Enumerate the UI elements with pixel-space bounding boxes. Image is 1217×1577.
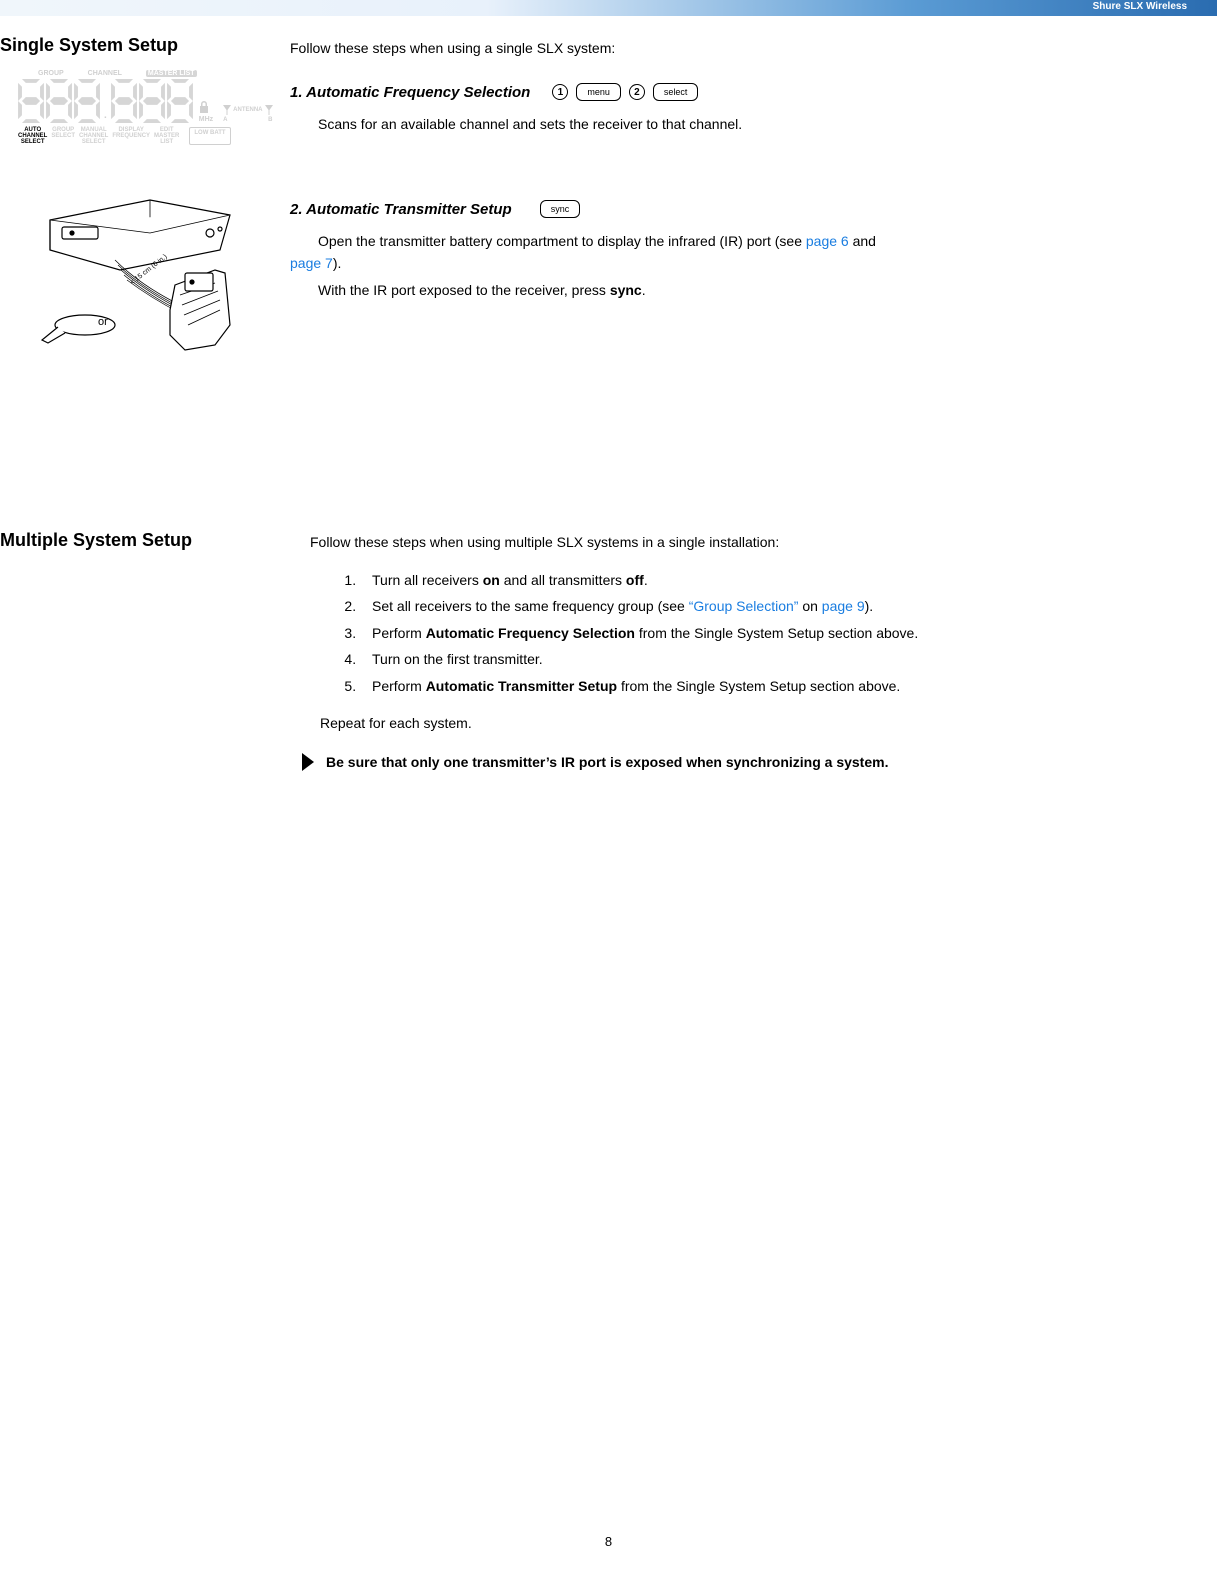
lcd-display-illustration: GROUP CHANNEL MASTER LIST . MHz ANTENNA — [18, 70, 268, 155]
li5-b: Automatic Transmitter Setup — [426, 678, 617, 694]
header-bar: Shure SLX Wireless — [0, 0, 1217, 16]
step1-body: Scans for an available channel and sets … — [318, 113, 1177, 135]
li1-b: on — [483, 572, 500, 588]
lcd-antenna-label: ANTENNA — [233, 107, 262, 113]
steps-list: Turn all receivers on and all transmitte… — [360, 569, 1177, 697]
list-item: Set all receivers to the same frequency … — [360, 595, 1177, 617]
step2-title: 2. Automatic Transmitter Setup — [290, 201, 512, 218]
li5-a: Perform — [372, 678, 426, 694]
link-page7[interactable]: page 7 — [290, 255, 333, 271]
step2-text-3: ). — [333, 255, 342, 271]
step2b-text-1: With the IR port exposed to the receiver… — [318, 282, 610, 298]
step1-circle-2: 2 — [629, 84, 645, 100]
li3-a: Perform — [372, 625, 426, 641]
link-group-selection[interactable]: “Group Selection” — [689, 598, 799, 614]
note-text: Be sure that only one transmitter’s IR p… — [326, 753, 888, 770]
sync-button-icon: sync — [540, 200, 581, 218]
lcd-group-select: GROUP SELECT — [51, 127, 75, 145]
section-single-heading: Single System Setup — [0, 35, 178, 56]
step2-text-2: and — [849, 233, 876, 249]
seven-segment-icon — [46, 79, 72, 123]
list-item: Turn on the first transmitter. — [360, 648, 1177, 670]
li2-a: Set all receivers to the same frequency … — [372, 598, 689, 614]
section2-intro: Follow these steps when using multiple S… — [310, 532, 1177, 553]
lcd-auto-channel-select: AUTO CHANNEL SELECT — [18, 127, 47, 145]
step2-body-line2: page 7). — [290, 252, 1177, 274]
seven-segment-icon — [139, 79, 165, 123]
link-page9[interactable]: page 9 — [822, 598, 865, 614]
li2-c: ). — [865, 598, 874, 614]
repeat-text: Repeat for each system. — [320, 715, 1177, 731]
lcd-edit-master: EDIT MASTER LIST — [154, 127, 179, 145]
step2-body2: With the IR port exposed to the receiver… — [318, 279, 1177, 301]
list-item: Perform Automatic Transmitter Setup from… — [360, 675, 1177, 697]
step2-body: Open the transmitter battery compartment… — [318, 230, 1177, 252]
note-row: Be sure that only one transmitter’s IR p… — [300, 753, 1177, 771]
header-title: Shure SLX Wireless — [1093, 1, 1187, 12]
seven-segment-icon — [111, 79, 137, 123]
menu-button-icon: menu — [576, 83, 621, 101]
step1-title: 1. Automatic Frequency Selection — [290, 84, 530, 101]
seven-segment-icon — [18, 79, 44, 123]
step2-text-1: Open the transmitter battery compartment… — [318, 233, 806, 249]
select-button-icon: select — [653, 83, 699, 101]
list-item: Turn all receivers on and all transmitte… — [360, 569, 1177, 591]
lcd-label-group: GROUP — [38, 70, 64, 77]
step1-heading: 1. Automatic Frequency Selection 1 menu … — [290, 83, 698, 101]
link-page6[interactable]: page 6 — [806, 233, 849, 249]
sync-illustration: < 15 cm (6 in.) or — [20, 195, 260, 355]
li1-d: off — [626, 572, 644, 588]
antenna-icon — [223, 105, 231, 115]
step1-circle-1: 1 — [552, 84, 568, 100]
li3-b: Automatic Frequency Selection — [426, 625, 635, 641]
step2b-text-2: . — [642, 282, 646, 298]
arrow-right-icon — [300, 753, 316, 771]
page-number: 8 — [0, 1534, 1217, 1549]
step2b-bold: sync — [610, 282, 642, 298]
lcd-label-channel: CHANNEL — [88, 70, 122, 77]
lcd-antenna-b: B — [268, 117, 272, 123]
seven-segment-icon — [74, 79, 100, 123]
section1-intro: Follow these steps when using a single S… — [290, 38, 1177, 59]
list-item: Perform Automatic Frequency Selection fr… — [360, 622, 1177, 644]
li3-c: from the Single System Setup section abo… — [635, 625, 918, 641]
li2-b: on — [798, 598, 821, 614]
lcd-manual-channel: MANUAL CHANNEL SELECT — [79, 127, 108, 145]
lcd-antenna-a: A — [223, 117, 227, 123]
lcd-low-batt: LOW BATT — [189, 127, 230, 145]
antenna-icon — [265, 105, 273, 115]
lcd-display-freq: DISPLAY FREQUENCY — [112, 127, 150, 145]
li1-e: . — [644, 572, 648, 588]
step2-heading: 2. Automatic Transmitter Setup sync — [290, 200, 580, 218]
lcd-label-master: MASTER LIST — [146, 70, 197, 77]
section-multiple-heading: Multiple System Setup — [0, 530, 192, 551]
li1-a: Turn all receivers — [372, 572, 483, 588]
li1-c: and all transmitters — [500, 572, 626, 588]
lcd-mhz: MHz — [199, 116, 213, 123]
li5-c: from the Single System Setup section abo… — [617, 678, 900, 694]
or-label: or — [98, 316, 108, 328]
lock-icon — [199, 101, 209, 113]
seven-segment-icon — [167, 79, 193, 123]
